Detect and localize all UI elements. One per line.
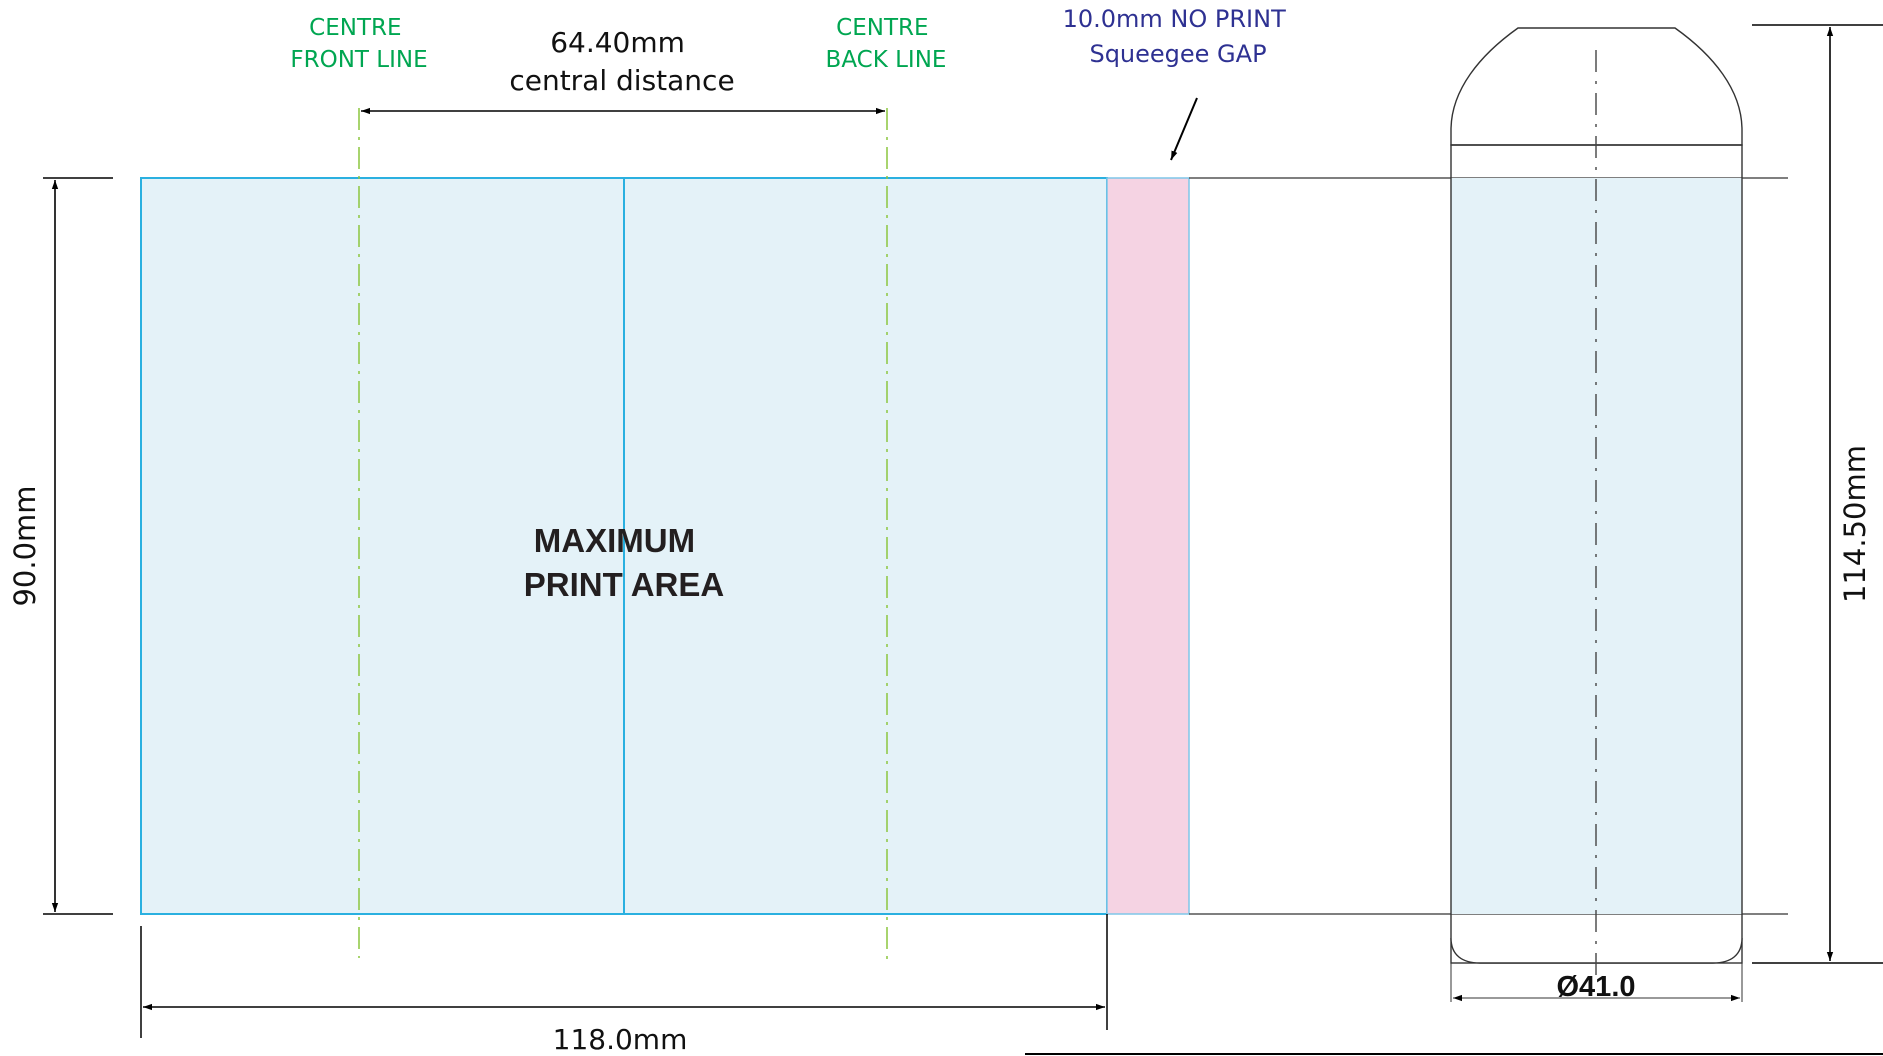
print-area-label: MAXIMUM PRINT AREA: [524, 522, 724, 603]
no-print-gap-area: [1106, 177, 1190, 915]
centre-back-line-label: CENTRE BACK LINE: [826, 15, 947, 73]
total-height-dimension-label: 114.50mm: [1838, 445, 1872, 603]
bottle-cap-outline: [1450, 27, 1743, 146]
print-area-front-panel: [140, 177, 625, 915]
no-print-gap-label: 10.0mm NO PRINT Squeegee GAP: [1063, 5, 1294, 68]
centre-front-line-label: CENTRE FRONT LINE: [290, 15, 427, 73]
gap-pointer-arrow: [1170, 97, 1198, 161]
height-dimension-label: 90.0mm: [8, 485, 42, 606]
print-area-back-panel: [623, 177, 1108, 915]
central-distance-label: 64.40mm central distance: [509, 26, 734, 97]
bottle-print-band: [1451, 178, 1742, 914]
diameter-dimension-label: Ø41.0: [1557, 971, 1636, 1003]
width-dimension-label: 118.0mm: [553, 1023, 688, 1056]
